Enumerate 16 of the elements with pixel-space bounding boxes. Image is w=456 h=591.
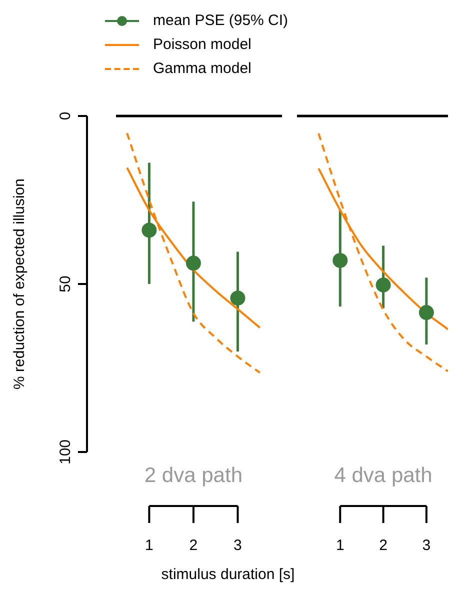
y-tick-label: 100: [57, 439, 74, 465]
legend-label: Poisson model: [153, 35, 252, 55]
y-tick-label: 0: [57, 112, 74, 120]
y-axis-title: % reduction of expected illusion: [11, 178, 28, 390]
x-tick-label: 3: [234, 537, 242, 554]
text: 2 dva path: [144, 464, 243, 487]
x-tick-label: 3: [422, 537, 431, 554]
x-tick-label: 2: [379, 537, 388, 554]
y-tick-label: 50: [57, 276, 74, 292]
x-tick-label: 1: [336, 537, 344, 554]
x-axis-title: stimulus duration [s]: [160, 566, 296, 583]
x-tick-label: 2: [189, 537, 198, 554]
legend-label: mean PSE (95% CI): [153, 11, 288, 31]
x-tick-label: 1: [145, 537, 154, 554]
text: 4 dva path: [334, 464, 432, 487]
legend-label: Gamma model: [153, 59, 252, 79]
